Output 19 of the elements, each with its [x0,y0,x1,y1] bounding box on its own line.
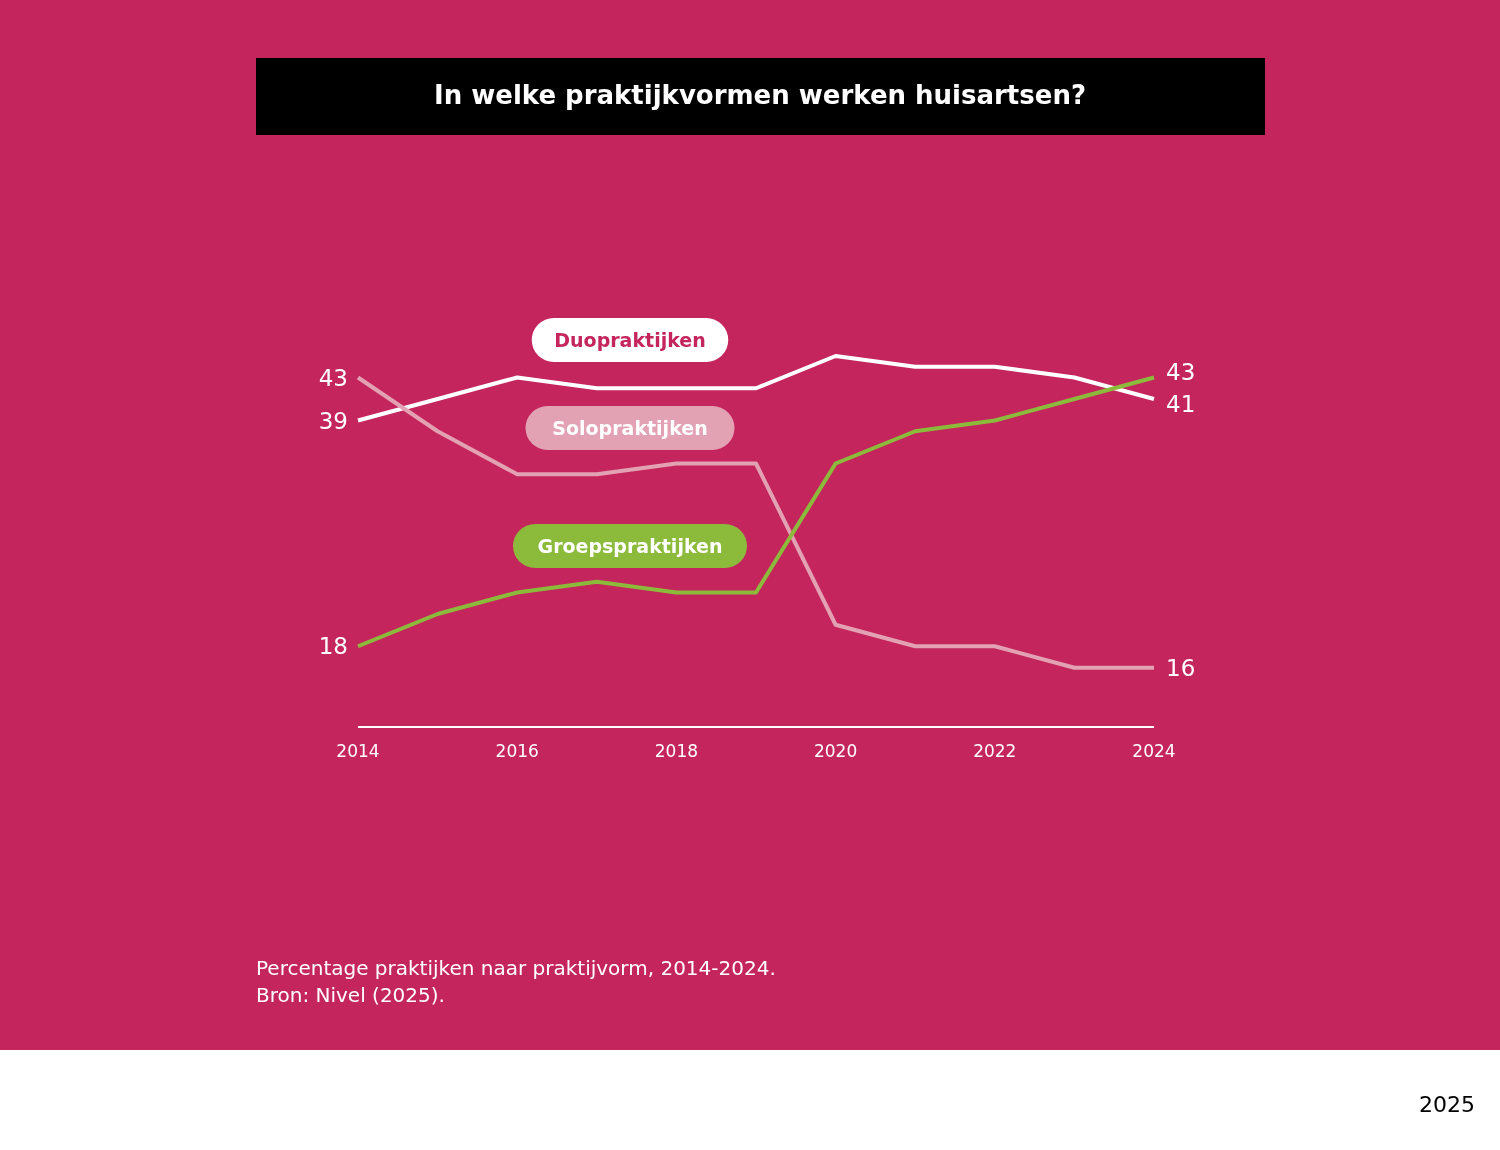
chart-title: In welke praktijkvormen werken huisartsen? [434,80,1086,110]
data-label: 18 [318,633,348,660]
series-label: Duopraktijken [554,329,706,351]
text: Bron: Nivel (2025). [256,983,445,1007]
text: 2025 [1419,1092,1475,1117]
x-tick-label: 2016 [495,741,539,761]
x-tick-label: 2020 [813,741,858,761]
data-label: 41 [1166,391,1196,418]
data-label: 16 [1166,654,1196,681]
data-label: 39 [318,407,348,434]
x-tick-label: 2014 [336,741,380,761]
x-tick-label: 2018 [654,741,699,761]
series-label: Solopraktijken [552,417,708,439]
data-label: 43 [318,364,348,391]
x-tick-label: 2024 [1132,741,1176,761]
x-tick-label: 2022 [973,741,1017,761]
series-label: Groepspraktijken [537,535,723,557]
text: Percentage praktijken naar praktijvorm, 2014-2024. [256,956,776,980]
data-label: 43 [1166,359,1196,386]
